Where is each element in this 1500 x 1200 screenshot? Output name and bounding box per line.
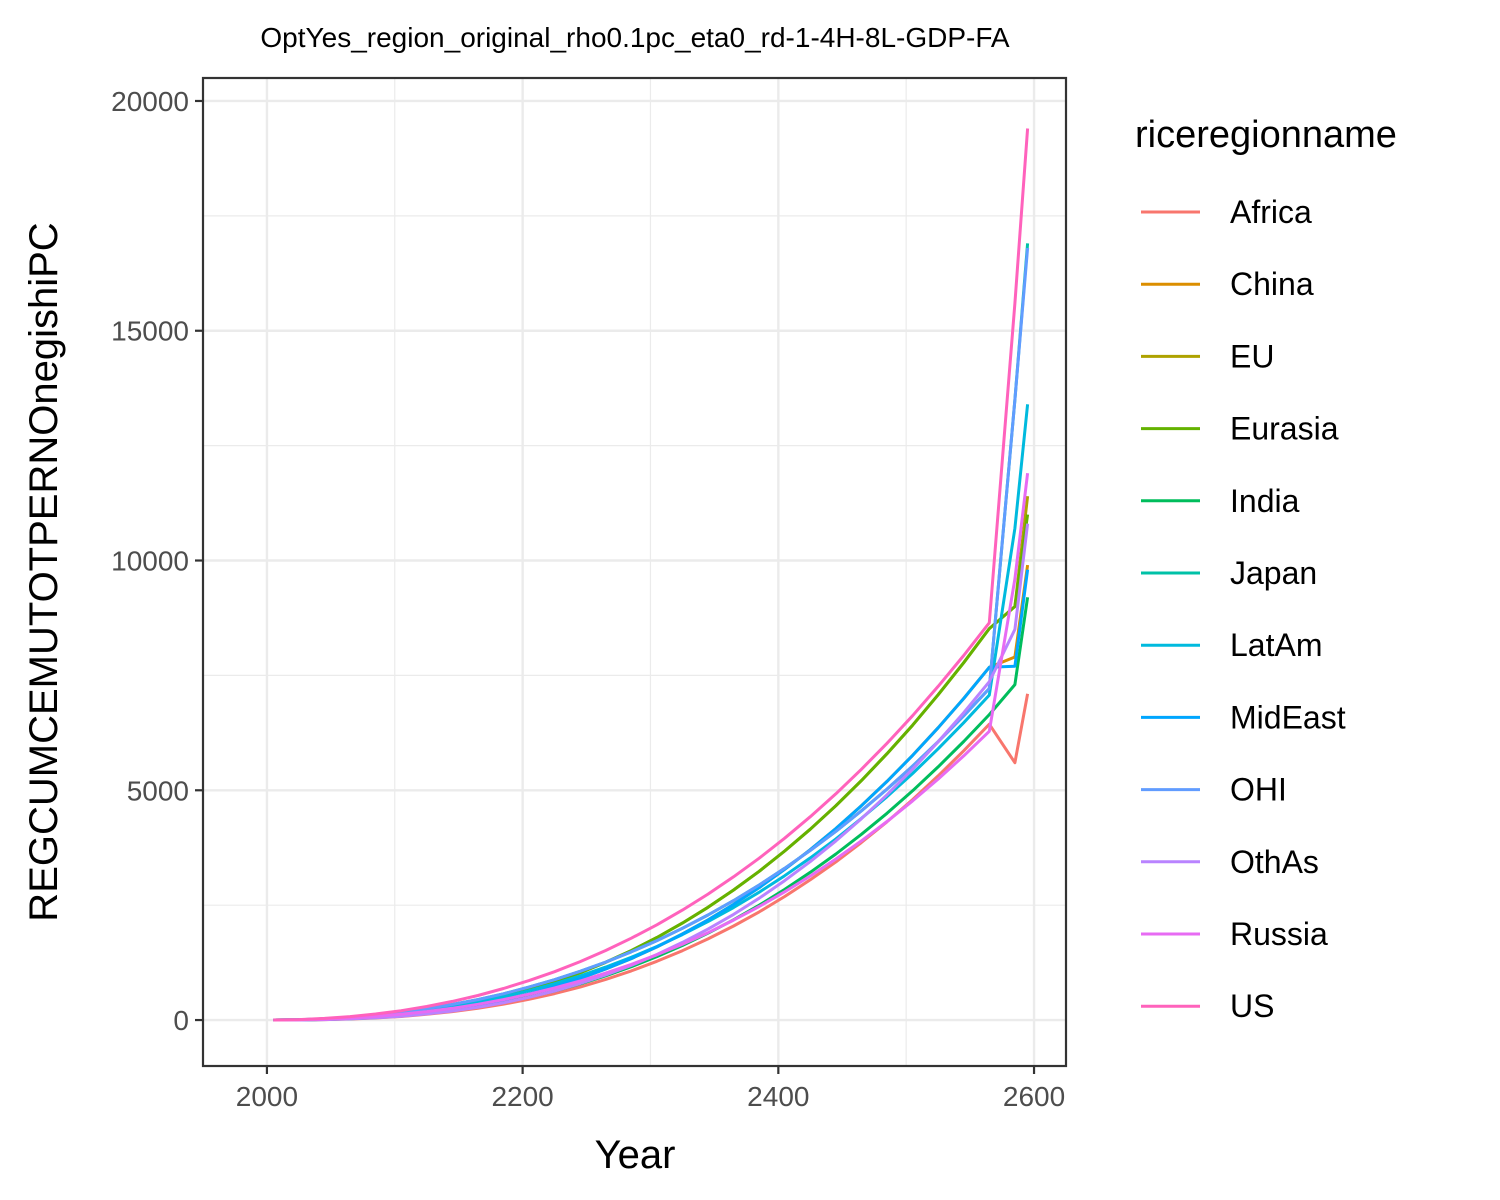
x-tick-label: 2200 [491, 1081, 553, 1112]
legend-label-eurasia: Eurasia [1230, 411, 1339, 447]
legend: Africa China EU Eurasia India Japan LatAm MidEa… [1141, 194, 1346, 1024]
legend-label-india: India [1230, 483, 1300, 519]
legend-label-us: US [1230, 988, 1274, 1024]
y-tick-label: 20000 [111, 86, 189, 117]
y-tick-label: 10000 [111, 546, 189, 577]
legend-label-mideast: MidEast [1230, 699, 1346, 735]
legend-label-china: China [1230, 266, 1314, 302]
plot-panel-border [201, 76, 1068, 1068]
x-axis-title: Year [595, 1133, 676, 1177]
legend-label-japan: Japan [1230, 555, 1317, 591]
x-tick-label: 2000 [236, 1081, 298, 1112]
y-axis-title: REGCUMCEMUTOTPERNOnegishiPC [22, 222, 66, 921]
plot-panel [203, 78, 1066, 1066]
series-line-russia [273, 473, 1030, 1022]
series-lines [273, 128, 1030, 1022]
legend-label-russia: Russia [1230, 916, 1328, 952]
legend-label-ohi: OHI [1230, 772, 1287, 808]
legend-title: riceregionname [1135, 114, 1397, 156]
legend-label-africa: Africa [1230, 194, 1312, 230]
legend-label-othas: OthAs [1230, 844, 1319, 880]
y-tick-label: 15000 [111, 316, 189, 347]
y-tick-label: 5000 [127, 775, 189, 806]
y-tick-label: 0 [173, 1005, 189, 1036]
chart-title: OptYes_region_original_rho0.1pc_eta0_rd-… [260, 22, 1010, 53]
legend-label-latam: LatAm [1230, 627, 1322, 663]
series-line-us [273, 128, 1030, 1022]
x-tick-label: 2400 [747, 1081, 809, 1112]
legend-label-eu: EU [1230, 338, 1274, 374]
axes: 2000 2200 2400 2600 0 5000 10000 15000 20000 [111, 86, 1065, 1112]
x-tick-label: 2600 [1003, 1081, 1065, 1112]
